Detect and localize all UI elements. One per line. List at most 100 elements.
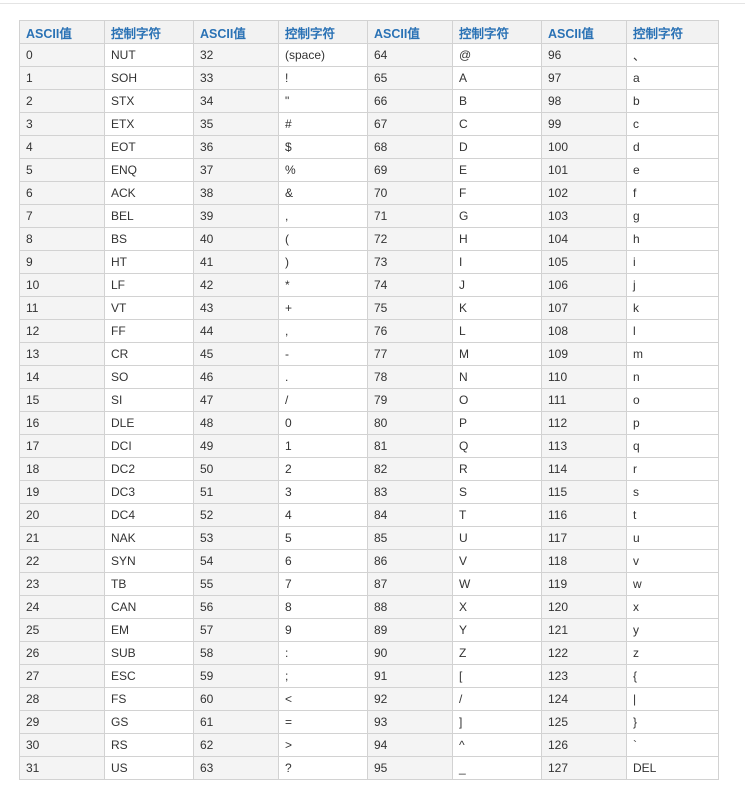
ascii-value-cell: 89 [367, 618, 453, 642]
control-char-cell: ETX [104, 112, 194, 136]
control-char-cell: 8 [278, 595, 368, 619]
header-ascii-value: ASCII值 [541, 20, 627, 44]
ascii-value-cell: 9 [19, 250, 105, 274]
ascii-value-cell: 67 [367, 112, 453, 136]
table-row: 29 GS 61 = 93] 125} [19, 710, 719, 734]
control-char-cell: . [278, 365, 368, 389]
ascii-value-cell: 97 [541, 66, 627, 90]
ascii-value-cell: 60 [193, 687, 279, 711]
ascii-value-cell: 71 [367, 204, 453, 228]
ascii-value-cell: 35 [193, 112, 279, 136]
ascii-value-cell: 116 [541, 503, 627, 527]
ascii-value-cell: 16 [19, 411, 105, 435]
control-char-cell: 7 [278, 572, 368, 596]
table-row: 25 EM 57 9 89 Y 121 y [19, 618, 719, 642]
ascii-value-cell: 95 [367, 756, 453, 780]
control-char-cell: 6 [278, 549, 368, 573]
ascii-value-cell: 123 [541, 664, 627, 688]
ascii-value-cell: 119 [541, 572, 627, 596]
table-row: 0 NUT 32 (space) 64 @96、 [19, 43, 719, 67]
table-row: 19 DC3 51 3 83 S 115 s [19, 480, 719, 504]
ascii-value-cell: 0 [19, 43, 105, 67]
control-char-cell: ! [278, 66, 368, 90]
ascii-value-cell: 87 [367, 572, 453, 596]
table-row: 31 US 63? 95 _ 127 DEL [19, 756, 719, 780]
control-char-cell: TB [104, 572, 194, 596]
ascii-value-cell: 51 [193, 480, 279, 504]
ascii-value-cell: 36 [193, 135, 279, 159]
header-control-char: 控制字符 [626, 20, 719, 44]
ascii-value-cell: 90 [367, 641, 453, 665]
header-control-char: 控制字符 [104, 20, 194, 44]
ascii-value-cell: 26 [19, 641, 105, 665]
table-row: 28 FS 60 <92/124 | [19, 687, 719, 711]
control-char-cell: & [278, 181, 368, 205]
ascii-value-cell: 44 [193, 319, 279, 343]
ascii-value-cell: 57 [193, 618, 279, 642]
ascii-table: ASCII值 控制字符 ASCII值 控制字符 ASCII值 控制字符 ASCII值 控制字符… [19, 20, 719, 780]
ascii-value-cell: 108 [541, 319, 627, 343]
control-char-cell: 3 [278, 480, 368, 504]
control-char-cell: - [278, 342, 368, 366]
control-char-cell: , [278, 204, 368, 228]
control-char-cell: [ [452, 664, 542, 688]
control-char-cell: _ [452, 756, 542, 780]
ascii-value-cell: 4 [19, 135, 105, 159]
control-char-cell: RS [104, 733, 194, 757]
control-char-cell: | [626, 687, 719, 711]
control-char-cell: SYN [104, 549, 194, 573]
ascii-value-cell: 3 [19, 112, 105, 136]
ascii-value-cell: 100 [541, 135, 627, 159]
control-char-cell: DC2 [104, 457, 194, 481]
control-char-cell: c [626, 112, 719, 136]
control-char-cell: O [452, 388, 542, 412]
control-char-cell: ` [626, 733, 719, 757]
ascii-value-cell: 58 [193, 641, 279, 665]
ascii-value-cell: 33 [193, 66, 279, 90]
control-char-cell: H [452, 227, 542, 251]
ascii-value-cell: 77 [367, 342, 453, 366]
control-char-cell: VT [104, 296, 194, 320]
ascii-value-cell: 1 [19, 66, 105, 90]
control-char-cell: X [452, 595, 542, 619]
ascii-value-cell: 2 [19, 89, 105, 113]
ascii-value-cell: 125 [541, 710, 627, 734]
control-char-cell: w [626, 572, 719, 596]
ascii-value-cell: 115 [541, 480, 627, 504]
table-row: 9 HT 41) 73 I 105 i [19, 250, 719, 274]
table-row: 2 STX 34 " 66 B 98 b [19, 89, 719, 113]
ascii-value-cell: 92 [367, 687, 453, 711]
control-char-cell: GS [104, 710, 194, 734]
ascii-value-cell: 56 [193, 595, 279, 619]
control-char-cell: BS [104, 227, 194, 251]
ascii-value-cell: 111 [541, 388, 627, 412]
control-char-cell: % [278, 158, 368, 182]
ascii-value-cell: 69 [367, 158, 453, 182]
ascii-value-cell: 66 [367, 89, 453, 113]
ascii-value-cell: 59 [193, 664, 279, 688]
control-char-cell: r [626, 457, 719, 481]
top-divider [0, 3, 745, 4]
ascii-value-cell: 99 [541, 112, 627, 136]
table-header-row: ASCII值 控制字符 ASCII值 控制字符 ASCII值 控制字符 ASCII值 控制字符 [19, 20, 719, 44]
table-row: 23 TB 55 7 87 W 119 w [19, 572, 719, 596]
control-char-cell: W [452, 572, 542, 596]
control-char-cell: ] [452, 710, 542, 734]
ascii-value-cell: 80 [367, 411, 453, 435]
ascii-value-cell: 52 [193, 503, 279, 527]
table-row: 24 CAN 56 8 88 X 120 x [19, 595, 719, 619]
ascii-value-cell: 68 [367, 135, 453, 159]
control-char-cell: d [626, 135, 719, 159]
control-char-cell: q [626, 434, 719, 458]
control-char-cell: J [452, 273, 542, 297]
control-char-cell: j [626, 273, 719, 297]
control-char-cell: US [104, 756, 194, 780]
control-char-cell: 、 [626, 43, 719, 67]
control-char-cell: ; [278, 664, 368, 688]
ascii-value-cell: 72 [367, 227, 453, 251]
table-row: 10 LF 42 * 74 J 106 j [19, 273, 719, 297]
control-char-cell: > [278, 733, 368, 757]
control-char-cell: b [626, 89, 719, 113]
control-char-cell: " [278, 89, 368, 113]
control-char-cell: (space) [278, 43, 368, 67]
